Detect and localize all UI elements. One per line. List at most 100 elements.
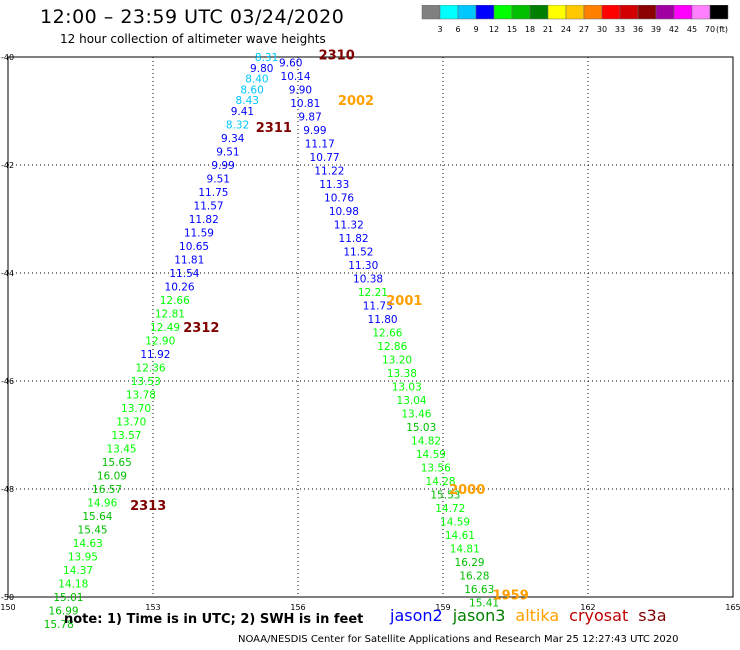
swh-data-point: 14.81 <box>450 543 480 555</box>
swh-data-point: 14.18 <box>58 579 88 591</box>
swh-data-point: 11.32 <box>334 219 364 231</box>
swh-data-point: 14.82 <box>411 435 441 447</box>
y-tick-label: -46 <box>1 377 14 386</box>
plot-frame <box>7 56 734 598</box>
swh-data-point: 14.59 <box>416 449 446 461</box>
swh-data-point: 10.77 <box>310 152 340 164</box>
pass-time-label: 2311 <box>256 121 292 136</box>
swh-data-point: 11.54 <box>169 268 199 280</box>
swh-data-point: 13.45 <box>107 444 137 456</box>
colorbar-label: 15 <box>507 25 517 34</box>
satellite-legend: jason2 jason3 altika cryosat s3a <box>390 606 677 625</box>
legend-entry: s3a <box>638 606 667 625</box>
swh-data-point: 10.81 <box>290 98 320 110</box>
swh-data-point: 9.80 <box>250 63 273 75</box>
y-tick-label: -40 <box>1 53 14 62</box>
chart-subtitle: 12 hour collection of altimeter wave hei… <box>60 32 326 46</box>
swh-data-point: 15.45 <box>78 525 108 537</box>
swh-data-point: 10.98 <box>329 206 359 218</box>
y-tick-label: -50 <box>1 593 14 602</box>
swh-data-point: 12.86 <box>377 341 407 353</box>
x-tick-label: 159 <box>435 603 450 612</box>
swh-data-point: 13.20 <box>382 354 412 366</box>
footer-credit: NOAA/NESDIS Center for Satellite Applica… <box>238 634 679 645</box>
swh-data-point: 14.37 <box>63 565 93 577</box>
legend-entry: cryosat <box>569 606 629 625</box>
swh-data-point: 13.38 <box>387 368 417 380</box>
pass-time-label: 2000 <box>449 483 485 498</box>
swh-data-point: 16.29 <box>455 557 485 569</box>
colorbar-label: 42 <box>669 25 679 34</box>
swh-data-point: 9.34 <box>221 133 245 145</box>
swh-data-point: 13.70 <box>116 417 146 429</box>
pass-time-label: 2002 <box>338 94 374 109</box>
swh-data-point: 15.78 <box>44 619 74 631</box>
x-tick-label: 150 <box>0 603 15 612</box>
swh-data-point: 11.33 <box>319 179 349 191</box>
swh-data-point: 12.66 <box>160 295 190 307</box>
x-tick-label: 165 <box>725 603 740 612</box>
swh-data-point: 13.04 <box>397 395 427 407</box>
pass-time-label: 2312 <box>183 321 219 336</box>
legend-entry: jason3 <box>452 606 506 625</box>
swh-data-point: 15.01 <box>53 592 83 604</box>
swh-data-point: 12.90 <box>145 336 175 348</box>
colorbar-label: 21 <box>543 25 553 34</box>
swh-data-point: 14.72 <box>435 503 465 515</box>
swh-data-point: 13.03 <box>392 381 422 393</box>
swh-data-point: 13.46 <box>401 408 431 420</box>
swh-data-point: 12.81 <box>155 309 185 321</box>
swh-data-point: 9.60 <box>279 57 302 69</box>
y-tick-label: -48 <box>1 485 14 494</box>
swh-data-point: 16.99 <box>49 606 79 618</box>
pass-time-label: 2001 <box>386 294 422 309</box>
swh-data-point: 8.32 <box>226 120 249 132</box>
swh-data-point: 14.61 <box>445 530 475 542</box>
swh-data-point: 11.80 <box>368 314 398 326</box>
swh-data-point: 11.57 <box>194 201 224 213</box>
swh-data-point: 9.41 <box>231 106 254 118</box>
swh-data-point: 15.41 <box>469 597 499 609</box>
swh-data-point: 10.65 <box>179 241 209 253</box>
swh-data-point: 14.28 <box>426 476 456 488</box>
swh-data-point: 9.87 <box>298 111 321 123</box>
colorbar-unit: (ft) <box>716 25 728 34</box>
swh-data-point: 14.59 <box>440 516 470 528</box>
legend-entry: altika <box>515 606 560 625</box>
swh-data-point: 11.30 <box>348 260 378 272</box>
swh-data-point: 8.60 <box>240 84 263 96</box>
swh-data-point: 15.64 <box>82 511 112 523</box>
swh-data-point: 8.43 <box>236 95 259 107</box>
colorbar-label: 39 <box>651 25 661 34</box>
swh-data-point: 8.31 <box>255 52 278 64</box>
swh-data-point: 16.09 <box>97 471 127 483</box>
swh-data-point: 15.53 <box>430 489 460 501</box>
swh-data-point: 12.49 <box>150 322 180 334</box>
colorbar-label: 18 <box>525 25 535 34</box>
colorbar-label: 27 <box>579 25 589 34</box>
colorbar-swatch <box>709 5 729 20</box>
swh-data-point: 9.90 <box>289 84 312 96</box>
swh-data-point: 8.40 <box>245 74 268 86</box>
swh-data-point: 9.99 <box>211 160 234 172</box>
pass-time-label: 2310 <box>319 48 355 63</box>
swh-data-point: 16.57 <box>92 484 122 496</box>
colorbar-label: 45 <box>687 25 697 34</box>
swh-data-point: 11.75 <box>198 187 228 199</box>
swh-data-point: 13.78 <box>126 390 156 402</box>
swh-data-point: 13.57 <box>111 430 141 442</box>
note-text: note: 1) Time is in UTC; 2) SWH is in fe… <box>64 612 364 627</box>
swh-data-point: 11.22 <box>314 165 344 177</box>
x-tick-label: 162 <box>580 603 595 612</box>
swh-data-point: 16.28 <box>459 570 489 582</box>
swh-data-point: 12.66 <box>372 327 402 339</box>
swh-data-point: 10.26 <box>165 282 195 294</box>
colorbar-label: 33 <box>615 25 625 34</box>
colorbar-label: 3 <box>437 25 442 34</box>
swh-data-point: 11.52 <box>343 246 373 258</box>
colorbar-label: 30 <box>597 25 607 34</box>
swh-data-point: 11.59 <box>184 228 214 240</box>
colorbar-label: 12 <box>489 25 499 34</box>
swh-data-point: 9.51 <box>207 174 230 186</box>
